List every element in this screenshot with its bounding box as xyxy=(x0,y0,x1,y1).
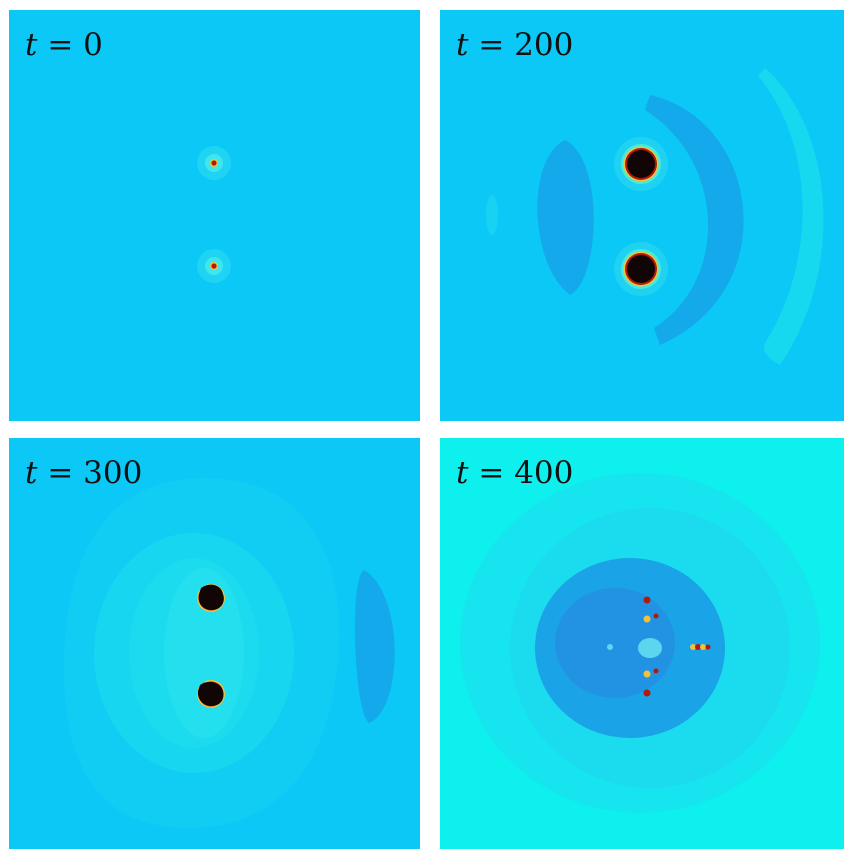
soliton-upper xyxy=(197,584,225,612)
time-label: t = 300 xyxy=(25,458,142,489)
panel-t-200: t = 200 xyxy=(440,10,844,421)
soliton-upper xyxy=(614,137,668,191)
time-label: t = 400 xyxy=(456,458,573,489)
debris-cluster xyxy=(607,596,711,697)
soliton-lower xyxy=(197,680,225,708)
field-plot-t-400 xyxy=(440,438,844,849)
panel-t-400: t = 400 xyxy=(440,438,844,849)
central-spot xyxy=(638,638,662,658)
soliton-lower xyxy=(614,242,668,296)
time-value: = 300 xyxy=(47,455,143,491)
time-value: = 400 xyxy=(478,455,574,491)
field-plot-t-200 xyxy=(440,10,844,421)
left-dark-wave xyxy=(537,140,594,295)
time-variable: t xyxy=(456,455,469,491)
field-background xyxy=(9,10,420,421)
soliton-lower xyxy=(197,249,231,283)
time-value: = 0 xyxy=(47,27,103,63)
right-dark-wave xyxy=(354,570,395,723)
outer-wave-arc xyxy=(758,68,824,365)
panel-t-300: t = 300 xyxy=(9,438,420,849)
radiation-core-inner xyxy=(555,588,675,698)
time-label: t = 200 xyxy=(456,30,573,61)
right-dark-wave xyxy=(645,95,744,345)
time-variable: t xyxy=(25,455,38,491)
faint-wave-spot xyxy=(486,195,498,235)
soliton-upper xyxy=(197,146,231,180)
time-label: t = 0 xyxy=(25,30,103,61)
panel-t-0: t = 0 xyxy=(9,10,420,421)
field-plot-t-0 xyxy=(9,10,420,421)
time-variable: t xyxy=(25,27,38,63)
time-value: = 200 xyxy=(478,27,574,63)
field-plot-t-300 xyxy=(9,438,420,849)
time-variable: t xyxy=(456,27,469,63)
